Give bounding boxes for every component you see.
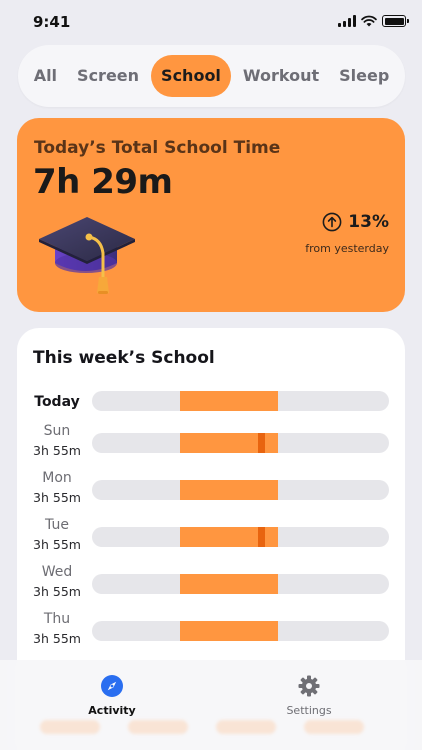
day-row-thu: Thu 3h 55m: [17, 611, 405, 655]
weekly-title: This week’s School: [33, 348, 215, 368]
tab-settings[interactable]: Settings: [259, 674, 359, 717]
activity-marker: [258, 527, 266, 547]
tab-workout[interactable]: Workout: [242, 66, 320, 85]
total-time-title: Today’s Total School Time: [34, 138, 281, 158]
school-time-bar: [179, 574, 278, 594]
day-duration: 3h 55m: [33, 584, 81, 599]
tab-screen[interactable]: Screen: [77, 66, 140, 85]
day-label: Mon: [42, 470, 72, 486]
graduation-cap-icon: [39, 217, 135, 294]
tab-activity[interactable]: Activity: [62, 674, 162, 717]
day-track: [92, 433, 389, 453]
day-label: Tue: [45, 517, 69, 533]
gear-icon: [298, 675, 320, 697]
day-label: Wed: [41, 564, 73, 580]
school-time-bar: [179, 433, 278, 453]
day-row-mon: Mon 3h 55m: [17, 470, 405, 514]
change-percent: 13%: [348, 212, 389, 232]
day-row-wed: Wed 3h 55m: [17, 564, 405, 608]
day-track: [92, 621, 389, 641]
change-indicator: 13%: [322, 212, 389, 232]
total-time-card: Today’s Total School Time 7h 29m 13% fro…: [17, 118, 405, 312]
day-duration: 3h 55m: [33, 443, 81, 458]
battery-icon: [382, 15, 409, 27]
day-track: [92, 391, 389, 411]
day-duration: 3h 55m: [33, 631, 81, 646]
day-track: [92, 527, 389, 547]
cellular-signal-icon: [338, 15, 356, 27]
day-track: [92, 480, 389, 500]
day-row-sun: Sun 3h 55m: [17, 423, 405, 467]
change-label: from yesterday: [305, 242, 389, 255]
wifi-icon: [361, 15, 377, 27]
category-segmented-control: All Screen School Workout Sleep: [18, 45, 405, 107]
day-duration: 3h 55m: [33, 537, 81, 552]
activity-marker: [258, 433, 266, 453]
day-label: Thu: [43, 611, 71, 627]
total-time-value: 7h 29m: [33, 162, 173, 202]
tab-sleep[interactable]: Sleep: [339, 66, 390, 85]
compass-icon: [101, 675, 123, 697]
tab-activity-label: Activity: [88, 704, 136, 717]
status-icons: [338, 15, 409, 27]
tab-school[interactable]: School: [151, 55, 231, 97]
bottom-tab-bar: Activity Settings: [0, 660, 422, 750]
school-time-bar: [179, 480, 278, 500]
weekly-school-card: This week’s School Today Sun 3h 55m Mon 3h 5…: [17, 328, 405, 750]
day-row-tue: Tue 3h 55m: [17, 517, 405, 561]
tab-all[interactable]: All: [33, 66, 58, 85]
blurred-legend: [40, 720, 364, 734]
day-duration: 3h 55m: [33, 490, 81, 505]
school-time-bar: [179, 527, 278, 547]
day-label: Sun: [43, 423, 71, 439]
school-time-bar: [179, 621, 278, 641]
tab-settings-label: Settings: [286, 704, 332, 717]
status-time: 9:41: [33, 13, 71, 31]
school-time-bar: [179, 391, 278, 411]
day-row-today: Today: [17, 388, 405, 432]
day-track: [92, 574, 389, 594]
arrow-up-circle-icon: [322, 212, 342, 232]
day-label: Today: [34, 394, 80, 410]
status-bar: 9:41: [0, 0, 422, 46]
